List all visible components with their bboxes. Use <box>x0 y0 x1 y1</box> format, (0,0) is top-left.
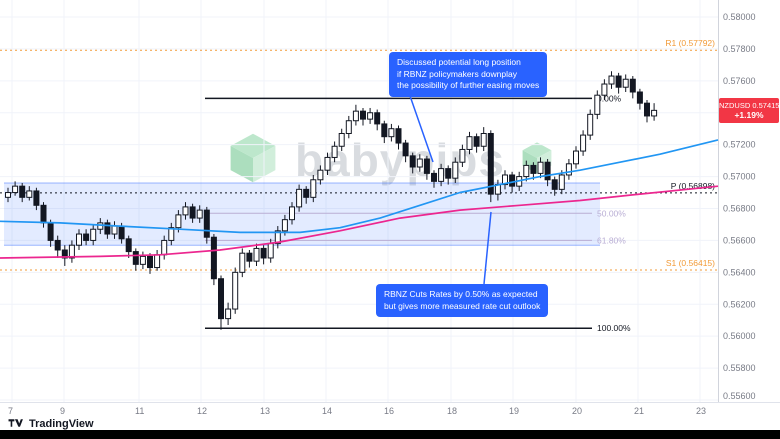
callout-text-line: but gives more measured rate cut outlook <box>384 300 541 311</box>
fib-level-label: 0.00% <box>597 93 622 103</box>
last-price-badge: NZDUSD 0.57415 +1.19% <box>719 98 779 123</box>
candles-layer[interactable] <box>5 71 658 330</box>
symbol-label: NZDUSD <box>719 101 751 110</box>
callout-text-line: if RBNZ policymakers downplay <box>397 68 517 79</box>
price-axis[interactable]: 0.580000.578000.576000.574000.572000.570… <box>718 0 756 402</box>
pivot-level-label: R1 (0.57792) <box>665 38 715 48</box>
price-axis-label: 0.57000 <box>723 172 756 182</box>
callout-pointer-line <box>408 92 434 163</box>
price-axis-label: 0.57800 <box>723 44 756 54</box>
callout-rbnz-rate-cut[interactable]: RBNZ Cuts Rates by 0.50% as expected but… <box>376 284 549 317</box>
price-axis-label: 0.58000 <box>723 12 756 22</box>
price-axis-label: 0.56400 <box>723 267 756 277</box>
callout-text-line: RBNZ Cuts Rates by 0.50% as expected <box>384 289 538 299</box>
footer: TradingView <box>0 418 780 430</box>
time-axis-label: 18 <box>447 406 458 416</box>
fib-level-label: 100.00% <box>597 323 631 333</box>
tradingview-brand-text[interactable]: TradingView <box>29 418 94 430</box>
ma-blue-line[interactable] <box>0 139 719 234</box>
time-axis-label: 19 <box>509 406 520 416</box>
price-axis-label: 0.56200 <box>723 299 756 309</box>
time-axis-label: 13 <box>260 406 271 416</box>
time-axis-label: 11 <box>135 406 145 416</box>
callout-text-line: the possibility of further easing moves <box>397 80 540 90</box>
callout-text-line: Discussed potential long position <box>397 57 521 67</box>
tradingview-logo-icon[interactable] <box>8 415 24 433</box>
fib-retracement[interactable]: 0.00% 50.00% 61.80% 100.00% <box>205 93 631 333</box>
price-axis-label: 0.56600 <box>723 235 756 245</box>
price-axis-label: 0.57600 <box>723 76 756 86</box>
price-axis-label: 0.55800 <box>723 363 756 373</box>
time-axis-label: 14 <box>322 406 333 416</box>
bottom-bar <box>0 430 780 439</box>
price-axis-label: 0.55600 <box>723 391 756 401</box>
time-axis-label: 12 <box>197 406 208 416</box>
callout-long-position[interactable]: Discussed potential long position if RBN… <box>389 52 548 97</box>
callout-pointer-line <box>483 211 492 285</box>
grid-layer <box>0 0 718 402</box>
price-change-percent: +1.19% <box>734 110 764 120</box>
time-axis-label: 16 <box>384 406 395 416</box>
time-axis-label: 20 <box>572 406 583 416</box>
price-axis-label: 0.56000 <box>723 331 756 341</box>
last-price-value: 0.57415 <box>752 101 780 110</box>
time-axis-label: 9 <box>60 406 66 416</box>
time-axis[interactable]: 7 9 11 12 13 14 16 18 19 20 21 23 <box>0 402 780 419</box>
price-axis-label: 0.57200 <box>723 140 756 150</box>
fib-level-label: 50.00% <box>597 208 626 218</box>
ma-pink-line[interactable] <box>0 185 719 259</box>
pivot-level-label: S1 (0.56415) <box>666 258 715 268</box>
pivot-levels[interactable]: R1 (0.57792) P (0.56898) S1 (0.56415) <box>0 38 718 271</box>
price-axis-label: 0.56800 <box>723 204 756 214</box>
fib-level-label: 61.80% <box>597 235 626 245</box>
time-axis-label: 21 <box>634 406 645 416</box>
time-axis-label: 23 <box>696 406 707 416</box>
pivot-level-label: P (0.56898) <box>671 181 715 191</box>
time-axis-label: 7 <box>8 406 14 416</box>
